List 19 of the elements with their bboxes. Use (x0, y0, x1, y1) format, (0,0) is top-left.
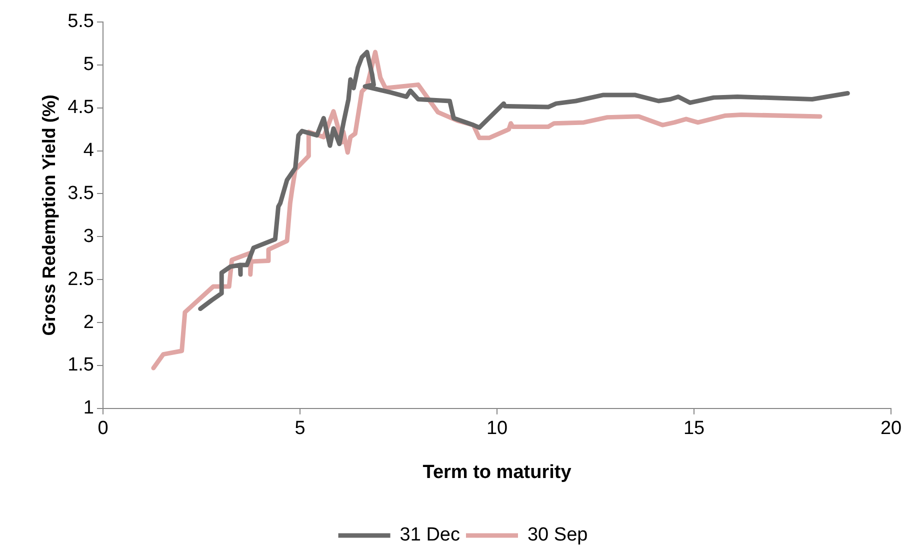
legend-label: 31 Dec (400, 524, 460, 546)
y-tick-label: 5.5 (68, 11, 94, 32)
y-tick-label: 5 (83, 54, 94, 76)
legend-label: 30 Sep (527, 524, 588, 546)
x-tick-label: 20 (880, 418, 902, 440)
y-axis-title: Gross Redemption Yield (%) (38, 94, 59, 336)
y-tick-label: 2 (83, 312, 94, 333)
y-tick-label: 3 (83, 226, 94, 247)
y-tick-label: 1 (83, 398, 94, 419)
x-tick-label: 10 (486, 418, 508, 440)
x-tick-label: 0 (98, 418, 108, 440)
y-tick-label: 4.5 (68, 97, 94, 118)
y-tick-label: 3.5 (68, 182, 94, 204)
x-axis-title: Term to maturity (422, 462, 572, 483)
x-tick-label: 5 (294, 418, 306, 440)
y-tick-label: 1.5 (68, 354, 94, 376)
y-tick-label: 2.5 (68, 268, 94, 290)
x-tick-label: 15 (683, 418, 705, 440)
y-tick-label: 4 (83, 140, 94, 162)
